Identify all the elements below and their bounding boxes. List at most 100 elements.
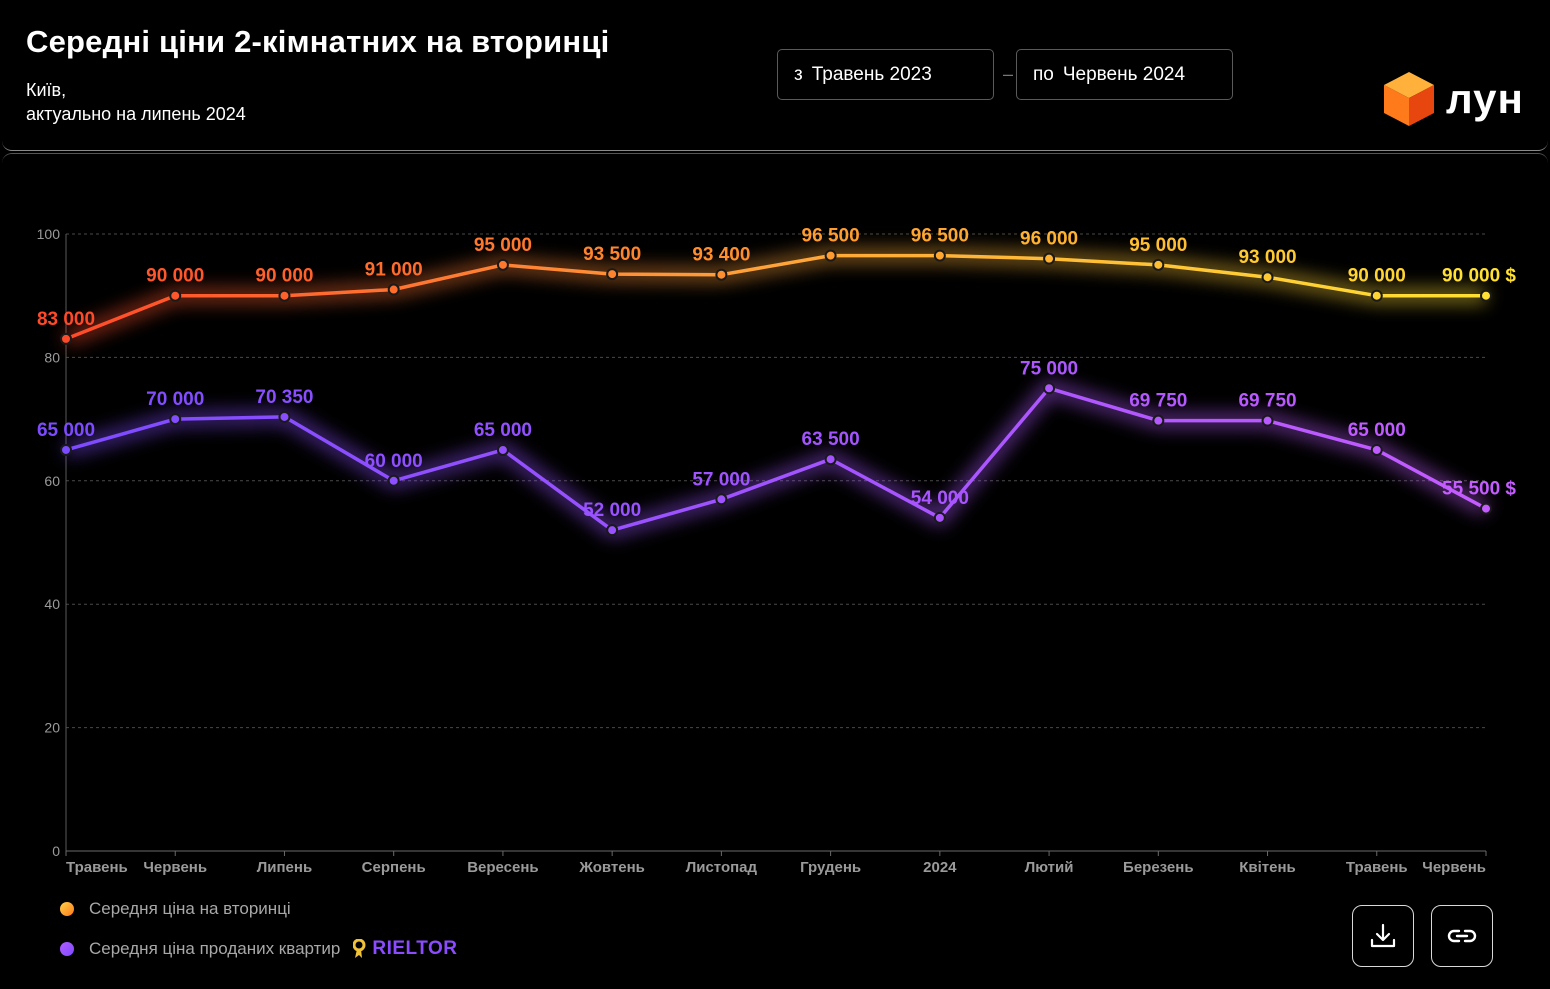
data-label: 65 000 [1348, 420, 1406, 441]
data-point[interactable] [1152, 414, 1165, 427]
date-to-prefix: по [1033, 63, 1054, 85]
x-tick-label: Березень [1123, 859, 1194, 876]
y-tick-label: 40 [44, 596, 60, 612]
data-label: 75 000 [1020, 358, 1078, 379]
data-label: 90 000 [1348, 266, 1406, 287]
rieltor-ribbon-icon [353, 939, 366, 958]
data-label: 55 500 $ [1442, 479, 1516, 500]
data-point[interactable] [60, 443, 72, 456]
date-from-select[interactable]: з Травень 2023 [777, 49, 994, 100]
data-point[interactable] [387, 283, 400, 296]
data-point[interactable] [496, 443, 509, 456]
data-label: 70 000 [146, 389, 204, 410]
data-point[interactable] [606, 268, 619, 281]
x-tick-label: Липень [257, 859, 312, 876]
y-tick-label: 60 [44, 473, 60, 489]
data-point[interactable] [387, 474, 400, 487]
data-label: 65 000 [37, 420, 95, 441]
data-label: 96 500 [911, 226, 969, 247]
data-label: 90 000 [255, 266, 313, 287]
data-point[interactable] [1043, 252, 1056, 265]
lun-logo[interactable]: лун [1382, 70, 1524, 128]
y-tick-label: 0 [52, 843, 60, 859]
range-separator: – [1003, 64, 1014, 84]
header: Середні ціни 2-кімнатних на вторинці Киї… [2, 0, 1548, 151]
logo-text: лун [1446, 75, 1524, 122]
data-label: 65 000 [474, 420, 532, 441]
series-line [65, 386, 1487, 532]
data-point[interactable] [169, 289, 182, 302]
line-chart: 0 20 40 60 80 100 Травень Червень Липень Серпень… [37, 226, 1517, 876]
x-tick-label: Травень [1346, 859, 1408, 876]
data-label: 91 000 [365, 260, 423, 281]
data-point[interactable] [1152, 258, 1165, 271]
legend-dot-orange [60, 902, 74, 916]
chart-panel: 0 20 40 60 80 100 Травень Червень Липень Серпень… [2, 153, 1548, 989]
y-tick-label: 20 [44, 720, 60, 736]
data-point[interactable] [1370, 443, 1383, 456]
data-label: 69 750 [1129, 391, 1187, 412]
data-label: 90 000 $ [1442, 266, 1516, 287]
date-from-prefix: з [794, 63, 803, 85]
x-tick-label: Травень [66, 859, 128, 876]
data-point[interactable] [715, 493, 728, 506]
date-from-value: Травень 2023 [811, 63, 932, 85]
data-point[interactable] [933, 249, 946, 262]
data-point[interactable] [606, 524, 619, 537]
x-tick-label: Листопад [686, 859, 758, 876]
x-tick-label: Червень [1422, 859, 1486, 876]
x-tick-label: Серпень [362, 859, 426, 876]
legend-item-sold-price: Середня ціна проданих квартир RIELTOR [60, 938, 458, 960]
data-point[interactable] [824, 453, 837, 466]
data-point[interactable] [1370, 289, 1383, 302]
x-tick-label: Червень [143, 859, 207, 876]
data-label: 63 500 [802, 429, 860, 450]
data-label: 95 000 [1129, 235, 1187, 256]
data-label: 96 500 [802, 226, 860, 247]
download-button[interactable] [1352, 905, 1414, 967]
rieltor-logo-text: RIELTOR [372, 938, 458, 959]
x-tick-label: Вересень [467, 859, 538, 876]
data-point[interactable] [60, 332, 72, 345]
subtitle-city: Київ, [26, 80, 67, 100]
x-tick-label: Лютий [1025, 859, 1074, 876]
subtitle: Київ, актуально на липень 2024 [26, 78, 246, 126]
data-point[interactable] [715, 268, 728, 281]
data-label: 83 000 [37, 309, 95, 330]
data-label: 57 000 [692, 469, 750, 490]
data-point[interactable] [496, 258, 509, 271]
data-point[interactable] [933, 511, 946, 524]
data-point[interactable] [1261, 271, 1274, 284]
x-tick-label: Квітень [1239, 859, 1296, 876]
data-point[interactable] [1480, 289, 1492, 302]
rieltor-logo[interactable]: RIELTOR [353, 938, 457, 960]
data-point[interactable] [1480, 502, 1492, 515]
subtitle-date: актуально на липень 2024 [26, 104, 246, 124]
data-point[interactable] [1043, 382, 1056, 395]
data-label: 96 000 [1020, 229, 1078, 250]
data-label: 52 000 [583, 500, 641, 521]
link-icon [1447, 929, 1477, 943]
data-label: 95 000 [474, 235, 532, 256]
data-label: 54 000 [911, 488, 969, 509]
legend-dot-purple [60, 942, 74, 956]
data-label: 93 500 [583, 244, 641, 265]
data-point[interactable] [1261, 414, 1274, 427]
y-tick-label: 100 [37, 226, 61, 242]
series-line [65, 253, 1486, 341]
date-to-select[interactable]: по Червень 2024 [1016, 49, 1233, 100]
download-icon [1370, 923, 1396, 948]
data-point[interactable] [278, 289, 291, 302]
data-point[interactable] [169, 413, 182, 426]
data-label: 93 000 [1238, 247, 1296, 268]
x-tick-label: Жовтень [578, 859, 645, 876]
page-title: Середні ціни 2-кімнатних на вторинці [26, 24, 610, 59]
data-point[interactable] [278, 410, 291, 423]
data-label: 69 750 [1238, 391, 1296, 412]
data-label: 70 350 [255, 387, 313, 408]
copy-link-button[interactable] [1431, 905, 1493, 967]
data-point[interactable] [824, 249, 837, 262]
x-tick-label: 2024 [923, 859, 957, 876]
cube-logo-icon [1384, 72, 1434, 126]
data-label: 90 000 [146, 266, 204, 287]
